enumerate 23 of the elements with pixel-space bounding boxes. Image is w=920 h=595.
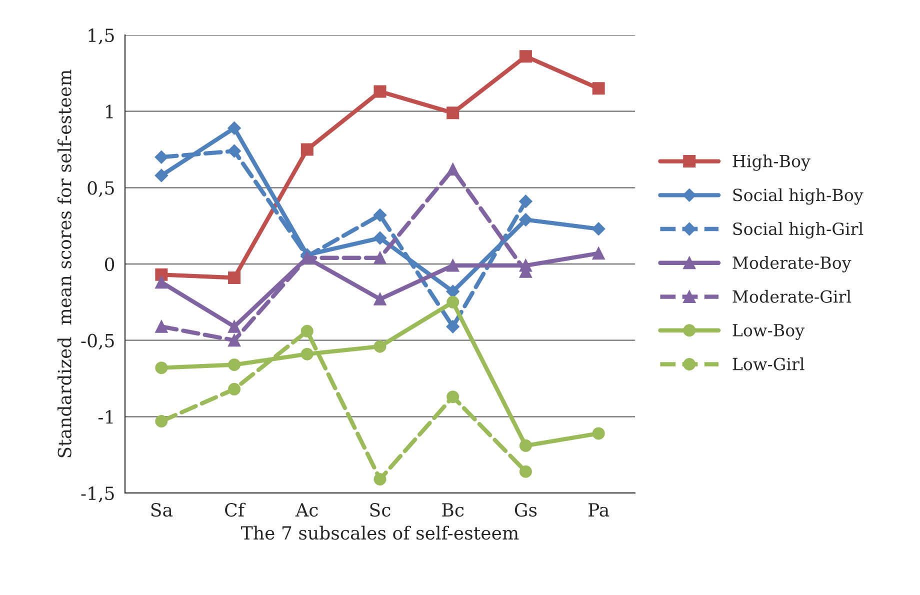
x-axis-title: The 7 subscales of self-esteem xyxy=(241,526,519,540)
y-axis-title: Standardized mean scores for self-esteem xyxy=(57,70,72,458)
x-tick-label: Gs xyxy=(514,503,537,517)
legend-label: High-Boy xyxy=(732,154,810,171)
x-tick-label: Ac xyxy=(295,503,318,517)
legend-label: Social high-Girl xyxy=(733,222,864,239)
y-tick-label: 1 xyxy=(106,104,113,118)
x-tick-label: Pa xyxy=(588,503,610,517)
legend-label: Low-Boy xyxy=(732,324,805,340)
x-tick-label: Sc xyxy=(370,503,390,517)
legend-label: Low-Girl xyxy=(732,357,804,370)
x-tick-label: Cf xyxy=(225,502,246,517)
x-tick-label: Bc xyxy=(442,503,464,517)
y-tick-label: -0,5 xyxy=(81,334,114,350)
legend-label: Moderate-Boy xyxy=(732,256,852,272)
y-tick-label: 1,5 xyxy=(88,28,114,44)
legend-label: Moderate-Girl xyxy=(732,290,852,303)
y-tick-label: -1 xyxy=(98,410,113,424)
y-tick-label: 0 xyxy=(104,257,114,272)
legend-label: Social high-Boy xyxy=(733,188,864,205)
y-tick-label: -1,5 xyxy=(81,486,114,502)
y-tick-label: 0,5 xyxy=(88,181,114,197)
x-tick-label: Sa xyxy=(151,503,172,517)
